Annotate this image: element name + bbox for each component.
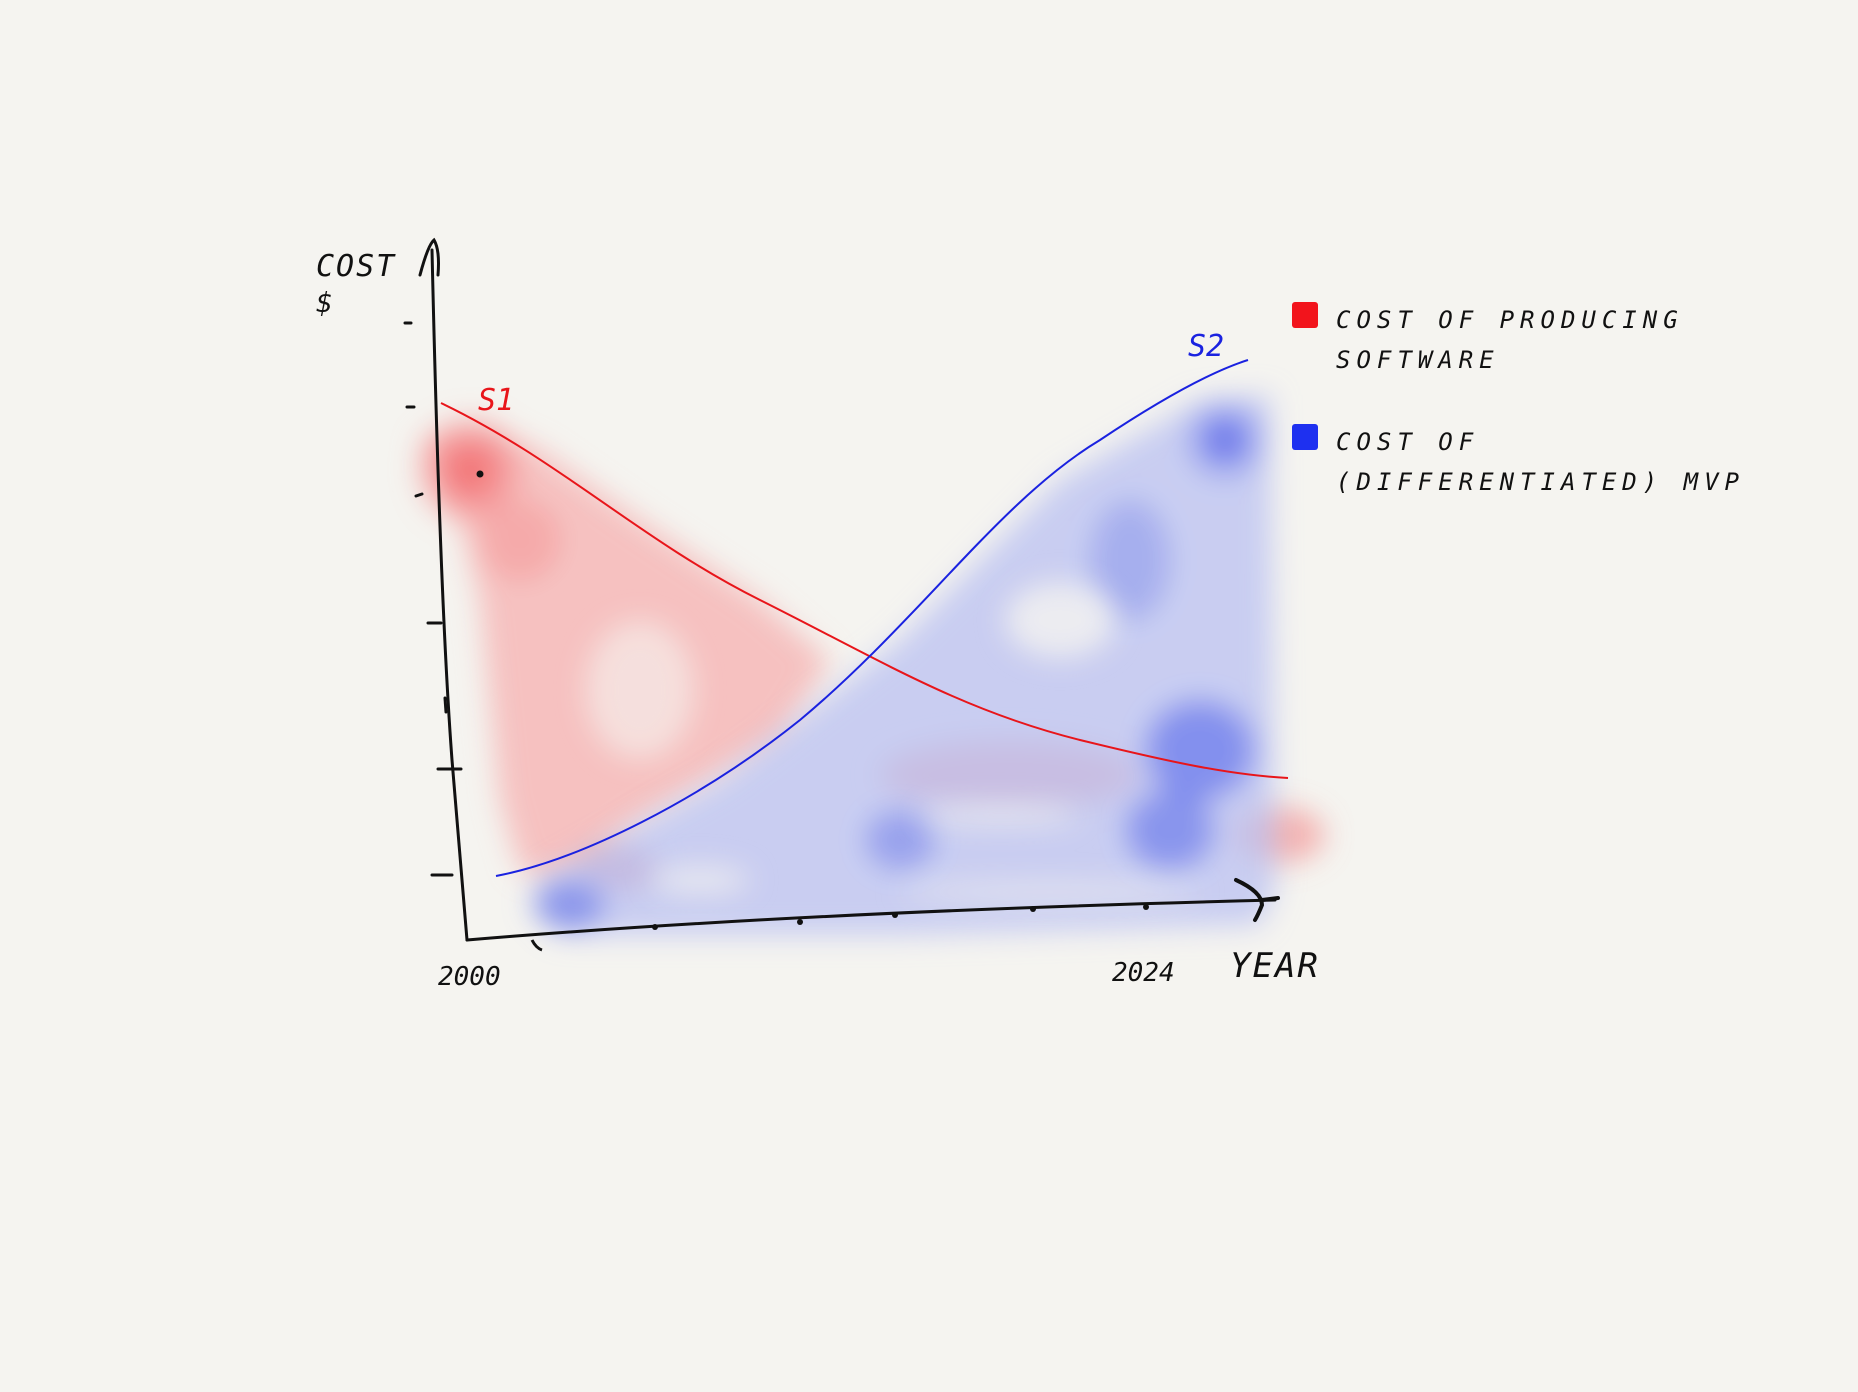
x-axis-label: YEAR [1230, 946, 1320, 986]
y-axis-arrowhead [418, 237, 440, 277]
y-axis-unit: $ [316, 286, 333, 319]
origin-point [476, 470, 484, 478]
blue-shading [530, 395, 1275, 935]
s2-label: S2 [1188, 329, 1224, 364]
red-swatch-icon [1292, 302, 1318, 328]
legend-label: Cost of (differentiated) MVP [1336, 428, 1745, 496]
x-end-label: 2024 [1112, 958, 1175, 988]
s2-curve [495, 359, 1249, 877]
x-axis [465, 898, 1277, 942]
y-axis [430, 248, 469, 942]
x-start-label: 2000 [438, 962, 501, 992]
y-axis-label: COST [316, 249, 396, 284]
blue-swatch-icon [1292, 424, 1318, 450]
legend: Cost of producing software Cost of (diff… [1292, 300, 1772, 544]
x-ticks [530, 904, 1149, 952]
legend-label: Cost of producing software [1336, 306, 1684, 374]
light-patches [585, 582, 1200, 902]
y-ticks [403, 321, 463, 877]
s1-label: S1 [478, 383, 514, 418]
x-axis-arrowhead [1234, 878, 1280, 922]
legend-item-mvp-cost: Cost of (differentiated) MVP [1292, 422, 1772, 502]
legend-item-software-cost: Cost of producing software [1292, 300, 1772, 380]
s1-curve [440, 402, 1289, 779]
